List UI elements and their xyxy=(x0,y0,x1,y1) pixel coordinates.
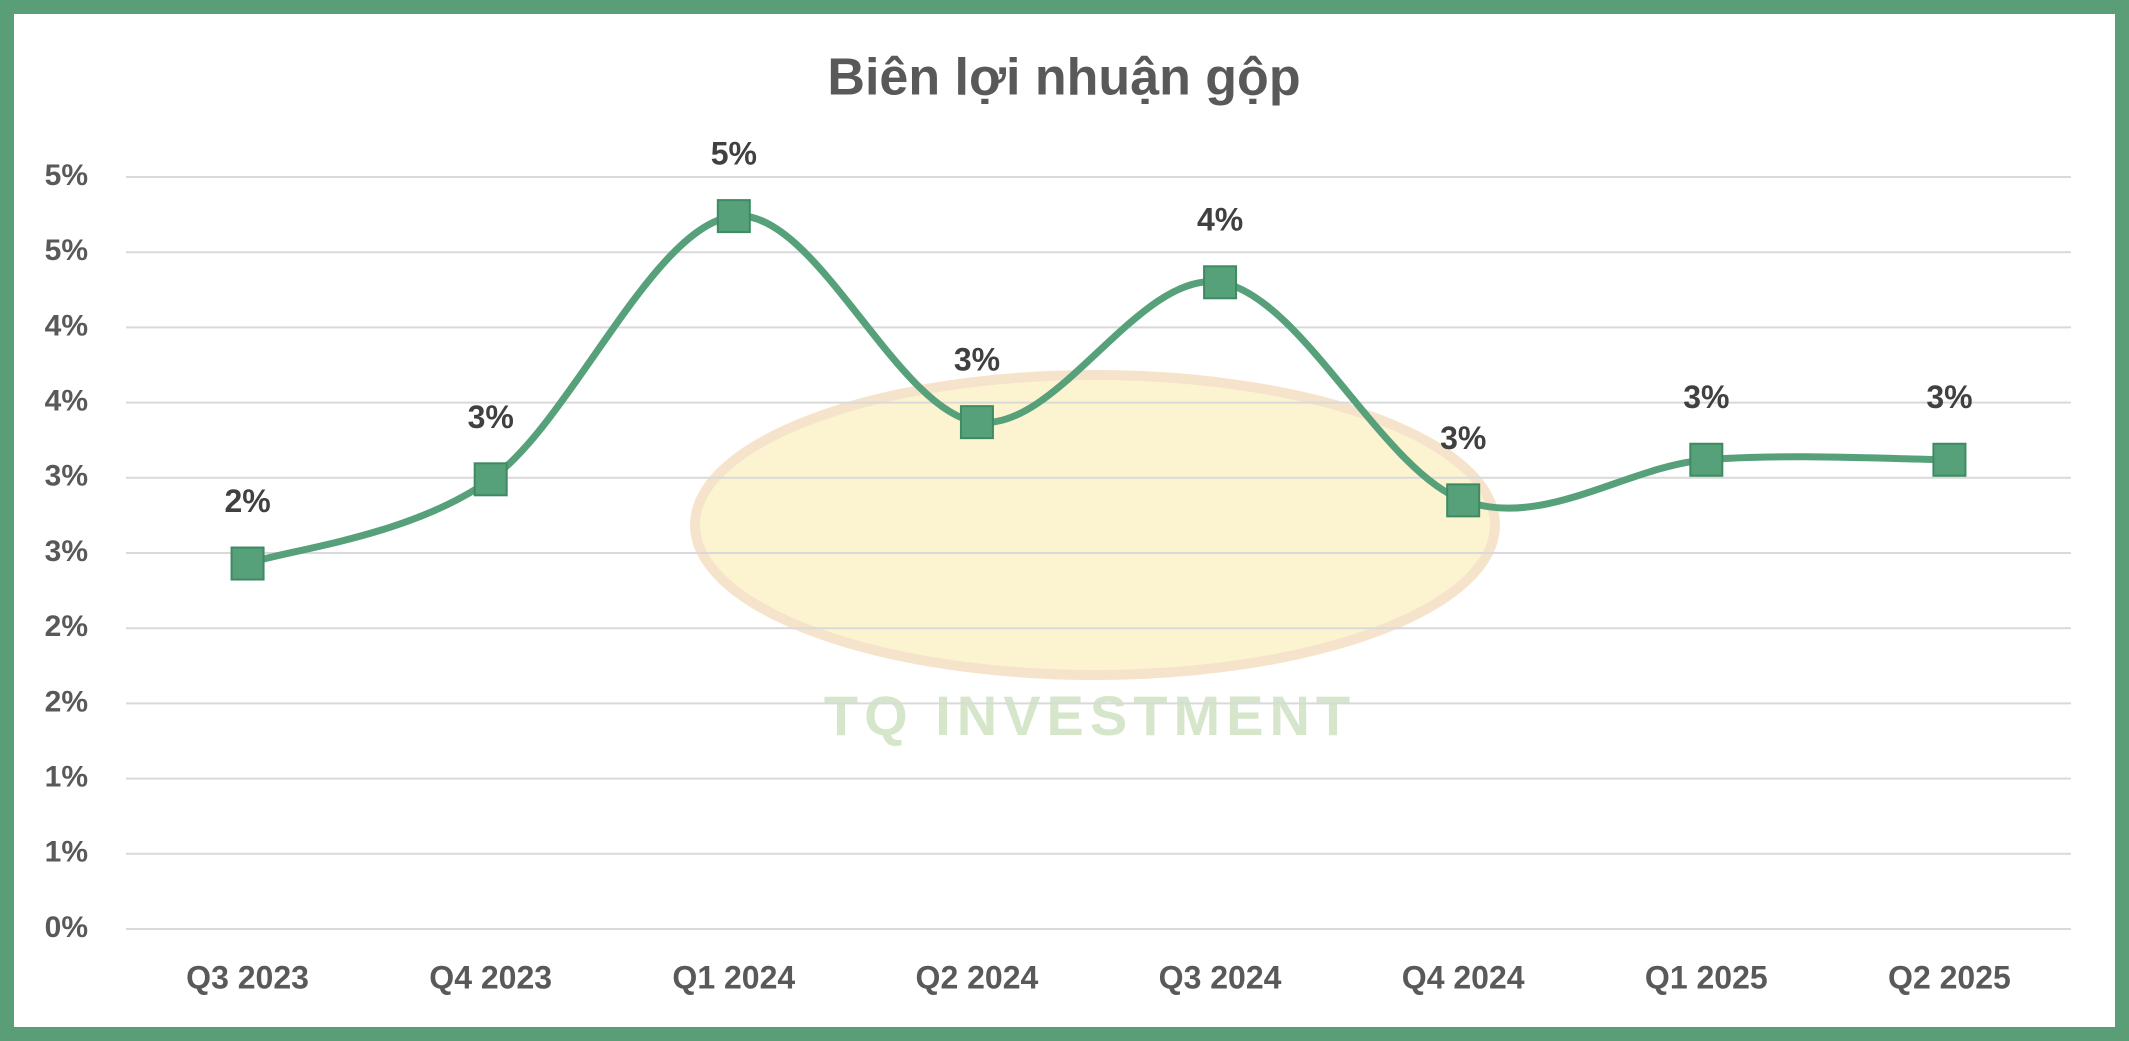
y-tick-label: 0% xyxy=(45,911,88,944)
data-label: 3% xyxy=(1683,379,1729,415)
marker xyxy=(1932,442,1967,477)
watermark-logo: TQ INVESTMENT xyxy=(690,370,1500,747)
data-label: 3% xyxy=(468,399,514,435)
y-tick-label: 2% xyxy=(45,610,88,643)
x-tick-label: Q4 2023 xyxy=(429,959,552,995)
marker xyxy=(473,462,508,497)
data-label: 3% xyxy=(1440,420,1486,456)
x-tick-label: Q2 2024 xyxy=(916,959,1039,995)
series-line xyxy=(246,212,1950,567)
marker xyxy=(1689,442,1724,477)
data-label: 3% xyxy=(1926,379,1972,415)
x-tick-label: Q4 2024 xyxy=(1402,959,1525,995)
y-tick-label: 5% xyxy=(45,159,88,192)
chart-title: Biên lợi nhuận gộp xyxy=(827,49,1300,107)
y-tick-label: 5% xyxy=(45,234,88,267)
data-label: 5% xyxy=(711,136,757,172)
x-tick-label: Q3 2024 xyxy=(1159,959,1282,995)
marker xyxy=(230,546,265,581)
watermark-ellipse xyxy=(690,370,1500,680)
data-label: 4% xyxy=(1197,202,1243,238)
x-tick-label: Q1 2024 xyxy=(672,959,795,995)
marker xyxy=(1203,265,1238,300)
x-tick-label: Q2 2025 xyxy=(1888,959,2011,995)
y-tick-label: 3% xyxy=(45,535,88,568)
y-tick-label: 4% xyxy=(45,309,88,342)
data-label: 2% xyxy=(224,483,270,519)
y-tick-label: 2% xyxy=(45,685,88,718)
x-tick-label: Q3 2023 xyxy=(186,959,309,995)
y-tick-label: 3% xyxy=(45,460,88,493)
x-tick-label: Q1 2025 xyxy=(1645,959,1768,995)
data-label: 3% xyxy=(954,342,1000,378)
marker xyxy=(959,405,994,440)
marker xyxy=(716,199,751,234)
y-tick-label: 4% xyxy=(45,385,88,418)
watermark-text: TQ INVESTMENT xyxy=(824,684,1356,747)
y-tick-label: 1% xyxy=(45,761,88,794)
y-tick-label: 1% xyxy=(45,836,88,869)
marker xyxy=(1446,483,1481,518)
